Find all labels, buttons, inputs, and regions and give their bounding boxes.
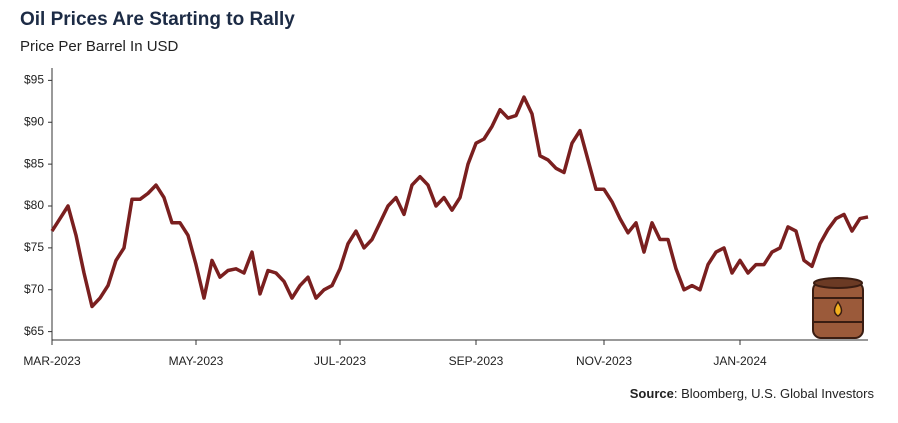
x-tick-label: NOV-2023 xyxy=(576,354,632,368)
y-tick-label: $95 xyxy=(24,73,44,87)
y-tick-label: $70 xyxy=(24,282,44,296)
x-tick-label: JUL-2023 xyxy=(314,354,366,368)
y-tick-label: $75 xyxy=(24,240,44,254)
y-tick-label: $65 xyxy=(24,324,44,338)
price-line xyxy=(50,95,869,309)
y-tick-label: $85 xyxy=(24,156,44,170)
chart-title: Oil Prices Are Starting to Rally xyxy=(20,9,295,30)
x-tick-label: MAR-2023 xyxy=(23,354,81,368)
y-tick-label: $90 xyxy=(24,114,44,128)
barrel-icon xyxy=(812,277,864,339)
x-tick-label: MAY-2023 xyxy=(169,354,224,368)
source-text: : Bloomberg, U.S. Global Investors xyxy=(674,386,875,401)
source-label: Source xyxy=(630,386,674,401)
chart-subtitle: Price Per Barrel In USD xyxy=(20,38,179,55)
y-tick-label: $80 xyxy=(24,198,44,212)
x-tick-label: SEP-2023 xyxy=(449,354,504,368)
x-tick-label: JAN-2024 xyxy=(713,354,767,368)
source: Source: Bloomberg, U.S. Global Investors xyxy=(630,386,875,401)
